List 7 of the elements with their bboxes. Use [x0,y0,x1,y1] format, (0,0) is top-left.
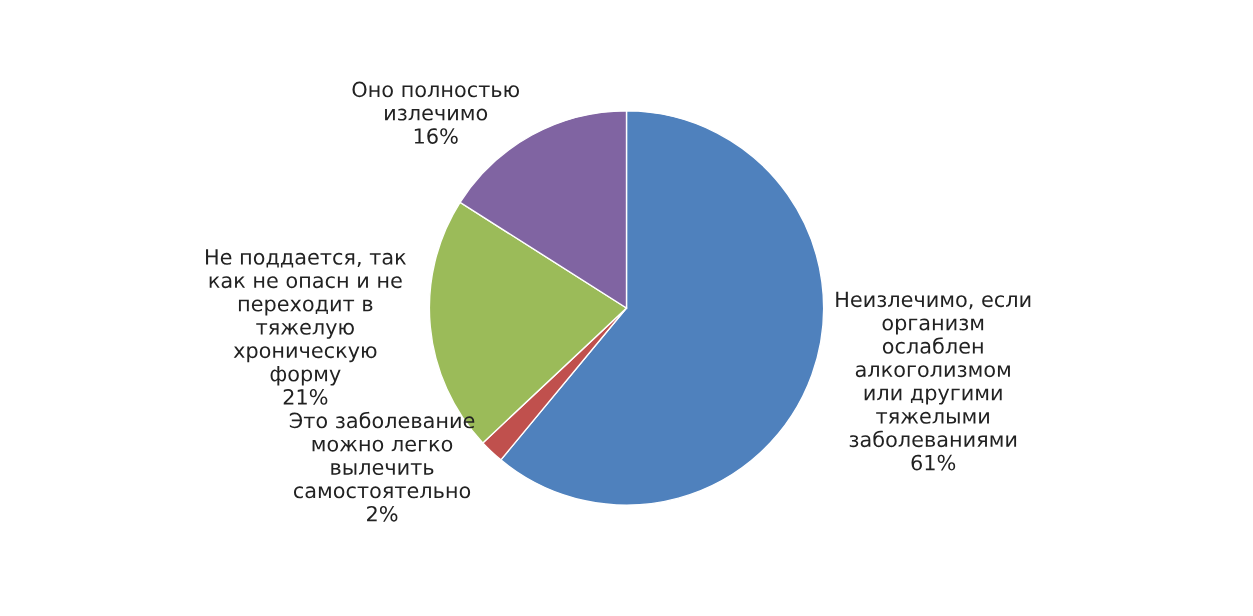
slice-label: Не поддается, так как не опасн и не переходит в тяжелую хроническую форму [206,249,407,386]
data-label: 2% [367,505,398,522]
slice-label: Неизлечимо, если организм ослаблен алкоголизмом или другими тяжелыми заболеваниями [836,291,1031,448]
data-label: 61% [911,454,956,471]
data-label: 16% [414,128,458,144]
data-label: 21% [283,389,328,405]
slice-label: Оно полностью излечимо [352,81,519,121]
